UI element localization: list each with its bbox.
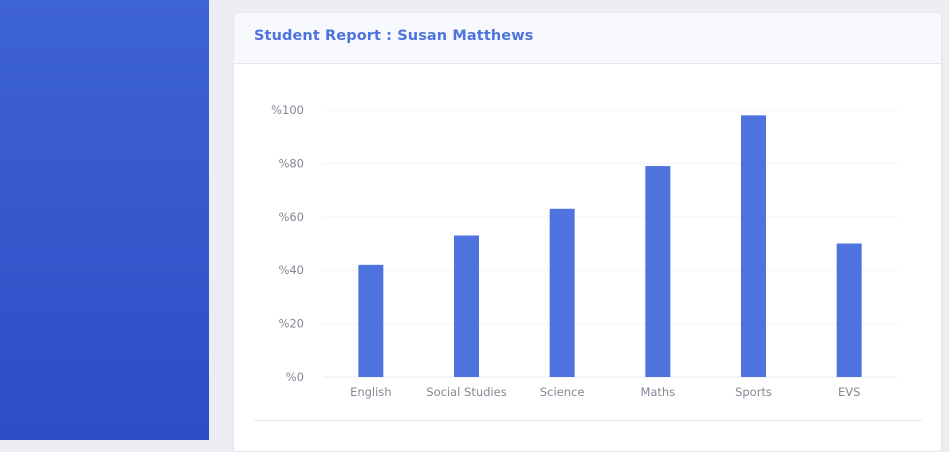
sidebar	[0, 0, 209, 440]
bar-social-studies[interactable]	[454, 235, 479, 377]
x-tick-label: Science	[540, 385, 585, 399]
card-title: Student Report : Susan Matthews	[254, 28, 534, 44]
bar-chart: %0 %20 %40 %60 %80 %100 English Social Studies S…	[271, 103, 897, 399]
bar-maths[interactable]	[645, 166, 671, 377]
bar-sports[interactable]	[741, 115, 766, 377]
y-tick-label: %40	[278, 263, 304, 277]
x-tick-label: English	[350, 385, 392, 399]
x-tick-label: Social Studies	[426, 385, 506, 399]
x-tick-label: EVS	[838, 385, 860, 399]
chart-area: %0 %20 %40 %60 %80 %100 English Social Studies S…	[234, 64, 941, 451]
student-report-card: Student Report : Susan Matthews %0 %20 %40…	[233, 12, 942, 452]
card-header: Student Report : Susan Matthews	[234, 13, 941, 64]
y-tick-label: %0	[286, 370, 304, 384]
bar-evs[interactable]	[836, 243, 862, 378]
y-tick-label: %80	[278, 156, 304, 170]
y-tick-label: %20	[278, 317, 304, 331]
y-tick-label: %60	[278, 210, 304, 224]
divider	[254, 420, 922, 421]
bar-english[interactable]	[358, 264, 384, 377]
y-tick-label: %100	[271, 103, 304, 117]
bar-science[interactable]	[549, 208, 575, 377]
x-tick-label: Maths	[640, 385, 675, 399]
x-tick-label: Sports	[735, 385, 772, 399]
